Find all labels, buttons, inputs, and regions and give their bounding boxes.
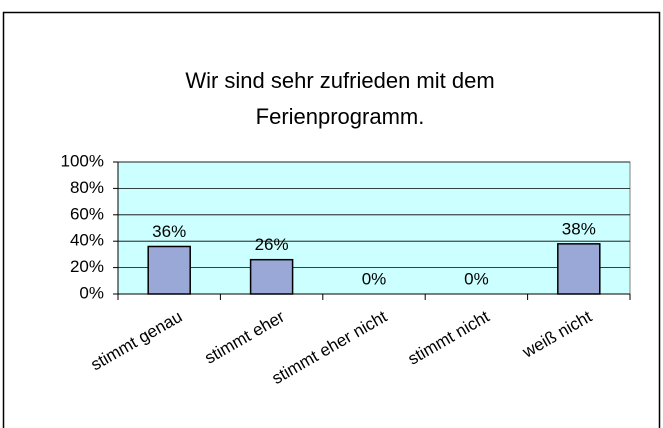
bar <box>147 245 191 295</box>
data-label: 38% <box>562 219 596 238</box>
data-label: 0% <box>464 269 489 288</box>
y-tick-label: 100% <box>61 151 104 170</box>
chart-title: Wir sind sehr zufrieden mit dem <box>185 68 494 93</box>
y-tick-label: 20% <box>70 257 104 276</box>
y-tick-label: 0% <box>79 283 104 302</box>
chart-title: Ferienprogramm. <box>256 104 425 129</box>
y-tick-label: 80% <box>70 178 104 197</box>
data-label: 36% <box>152 222 186 241</box>
y-tick-label: 60% <box>70 204 104 223</box>
data-label: 0% <box>362 269 387 288</box>
data-label: 26% <box>255 235 289 254</box>
bar <box>249 258 294 295</box>
plot-area <box>117 161 631 295</box>
y-tick-label: 40% <box>70 231 104 250</box>
bar <box>557 243 601 295</box>
